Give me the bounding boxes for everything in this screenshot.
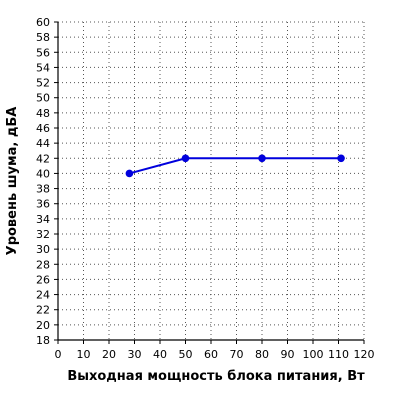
data-point	[125, 169, 134, 178]
x-tick-label: 0	[55, 348, 62, 361]
y-tick-label: 56	[36, 46, 50, 59]
y-tick-label: 34	[36, 213, 50, 226]
y-axis-ticks: 18 20 22 24 26 28 30 32 34 36 38 40 42 44 46 48 50 52 54 56…	[36, 16, 58, 347]
y-tick-label: 50	[36, 92, 50, 105]
y-tick-label: 60	[36, 16, 50, 29]
x-tick-label: 60	[204, 348, 218, 361]
y-tick-label: 22	[36, 304, 50, 317]
y-tick-label: 20	[36, 319, 50, 332]
y-tick-label: 54	[36, 61, 50, 74]
x-tick-label: 120	[354, 348, 375, 361]
y-tick-label: 58	[36, 31, 50, 44]
x-tick-label: 40	[153, 348, 167, 361]
y-axis-label: Уровень шума, дБА	[5, 107, 20, 256]
y-tick-label: 30	[36, 243, 50, 256]
y-tick-label: 38	[36, 183, 50, 196]
y-tick-label: 48	[36, 107, 50, 120]
y-tick-label: 44	[36, 137, 50, 150]
data-point	[258, 154, 266, 163]
y-tick-label: 52	[36, 77, 50, 90]
y-tick-label: 28	[36, 258, 50, 271]
axes	[57, 22, 364, 341]
series	[125, 154, 345, 178]
x-axis-label: Выходная мощность блока питания, Вт	[67, 369, 365, 384]
x-tick-label: 100	[303, 348, 324, 361]
x-tick-label: 90	[281, 348, 295, 361]
x-tick-label: 80	[255, 348, 269, 361]
y-tick-label: 36	[36, 198, 50, 211]
x-tick-label: 10	[77, 348, 91, 361]
data-point	[337, 154, 345, 163]
y-tick-label: 42	[36, 152, 50, 165]
x-axis-ticks: 0 10 20 30 40 50 60 70 80 90 100 110 120	[55, 340, 375, 361]
x-tick-label: 20	[102, 348, 116, 361]
series-line	[129, 157, 342, 175]
y-tick-label: 18	[36, 334, 50, 347]
grid	[58, 21, 365, 340]
y-tick-label: 24	[36, 289, 50, 302]
x-tick-label: 70	[230, 348, 244, 361]
y-tick-label: 40	[36, 167, 50, 180]
y-tick-label: 32	[36, 228, 50, 241]
x-tick-label: 30	[128, 348, 142, 361]
y-tick-label: 26	[36, 273, 50, 286]
x-tick-label: 50	[179, 348, 193, 361]
x-tick-label: 110	[328, 348, 349, 361]
y-tick-label: 46	[36, 122, 50, 135]
data-point	[181, 154, 190, 163]
